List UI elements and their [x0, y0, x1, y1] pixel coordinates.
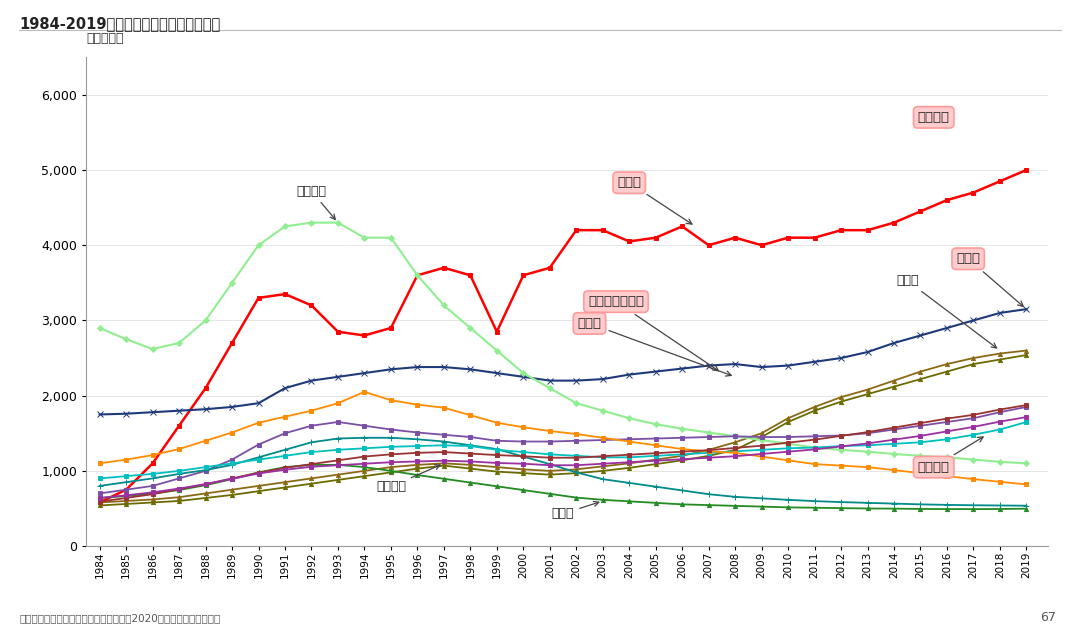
Text: （亿日元）: （亿日元）: [86, 32, 124, 45]
Text: 增长领域: 增长领域: [918, 111, 949, 124]
Text: 滑雪用品: 滑雪用品: [297, 185, 335, 220]
Text: 运动欣赏: 运动欣赏: [918, 437, 983, 474]
Text: 保龄球场: 保龄球场: [376, 465, 440, 493]
Text: 登山、露营用品: 登山、露营用品: [588, 295, 718, 371]
Text: 健身房: 健身房: [618, 177, 692, 224]
Text: 滑雪场: 滑雪场: [552, 502, 598, 520]
Text: 自行车: 自行车: [896, 274, 997, 348]
Text: 运动鞋: 运动鞋: [578, 317, 731, 376]
Text: 资料来源：日本生产性本部《休闲白皮书2020》，野村东方国际证券: 资料来源：日本生产性本部《休闲白皮书2020》，野村东方国际证券: [19, 613, 220, 624]
Text: 1984-2019年日本运动细分市场规模推移: 1984-2019年日本运动细分市场规模推移: [19, 16, 220, 31]
Text: 67: 67: [1040, 611, 1056, 624]
Text: 运动服: 运动服: [956, 252, 1023, 307]
